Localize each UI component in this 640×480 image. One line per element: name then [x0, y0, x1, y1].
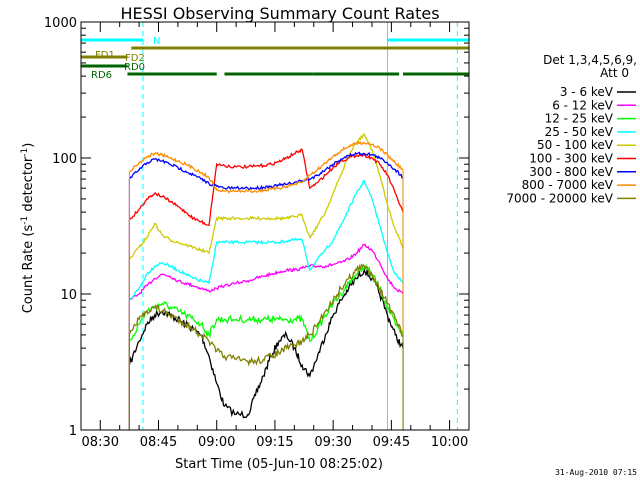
y-tick-label-1000: 1000 [44, 16, 77, 31]
flag-fd2-label: FD2 [125, 53, 145, 64]
legend-label-1: 6 - 12 keV [552, 98, 614, 112]
legend-label-3: 25 - 50 keV [545, 125, 614, 139]
x-tick-label-0945: 09:45 [373, 435, 410, 450]
timestamp: 31-Aug-2010 07:15 [555, 468, 637, 477]
series-line-0 [128, 268, 404, 419]
x-axis-label: Start Time (05-Jun-10 08:25:02) [175, 457, 383, 472]
x-tick-label-0845: 08:45 [140, 435, 177, 450]
series-line-1 [128, 243, 404, 301]
y-axis-label: Count Rate (s-1 detector-1) [20, 143, 36, 314]
plot-area: NFD1FD2RD0RD6 [80, 22, 469, 430]
y-label-sup-2: -1 [20, 148, 30, 157]
series-line-3 [129, 180, 404, 301]
legend-label-2: 12 - 25 keV [545, 112, 614, 126]
x-tick-label-0915: 09:15 [256, 435, 293, 450]
legend-label-4: 50 - 100 keV [537, 138, 614, 152]
legend-label-0: 3 - 6 keV [560, 85, 614, 99]
legend-label-8: 7000 - 20000 keV [506, 191, 613, 205]
legend-label-5: 100 - 300 keV [529, 152, 613, 166]
legend-label-6: 300 - 800 keV [529, 165, 613, 179]
series-line-7 [129, 140, 404, 194]
series-line-8 [128, 263, 404, 367]
x-tick-label-0830: 08:30 [82, 435, 119, 450]
axes: 1 10 100 1000 08:30 08:45 09:00 09:15 09:30 09:45… [44, 16, 470, 450]
y-tick-label-1: 1 [69, 424, 77, 439]
plot-frame [80, 21, 470, 431]
y-label-part-3: ) [21, 143, 36, 148]
y-tick-label-10: 10 [60, 288, 77, 303]
series-line-5 [128, 148, 404, 227]
y-label-part-2: detector [21, 156, 36, 216]
flag-rd0-label: RD0 [124, 62, 145, 73]
flag-rd6-label: RD6 [91, 70, 112, 81]
y-tick-label-100: 100 [52, 152, 77, 167]
flag-n-label: N [153, 36, 160, 47]
legend-label-7: 800 - 7000 keV [522, 178, 614, 192]
chart-marks [128, 133, 404, 430]
x-tick-label-0900: 09:00 [198, 435, 235, 450]
x-tick-label-1000: 10:00 [431, 435, 468, 450]
x-tick-label-0930: 09:30 [314, 435, 351, 450]
legend-title-line-2: Att 0 [600, 66, 629, 80]
chart-title: HESSI Observing Summary Count Rates [120, 4, 439, 23]
y-label-sup-1: -1 [20, 216, 30, 225]
series-line-4 [128, 133, 404, 260]
y-label-part-1: Count Rate (s [21, 225, 36, 314]
legend-title-line-1: Det 1,3,4,5,6,9, [543, 53, 637, 67]
series-line-6 [128, 151, 404, 191]
